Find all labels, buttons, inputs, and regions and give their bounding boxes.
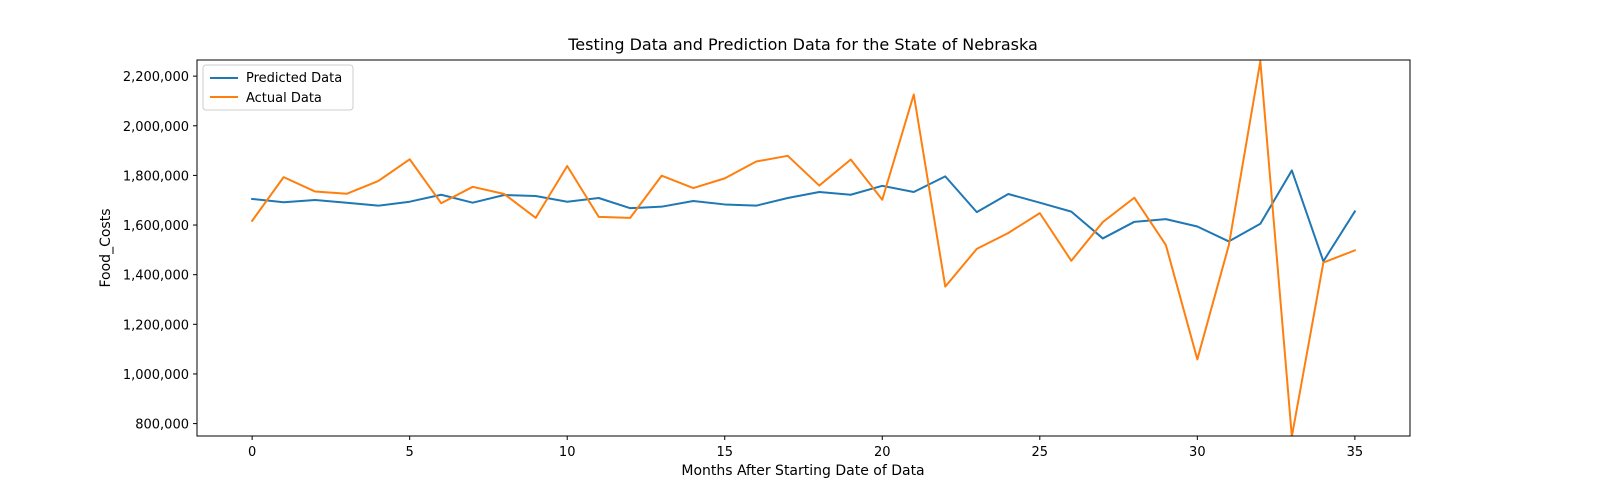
chart-title: Testing Data and Prediction Data for the… xyxy=(567,35,1038,54)
y-tick-label: 1,800,000 xyxy=(123,169,189,184)
x-tick-label: 25 xyxy=(1032,445,1049,460)
y-tick-label: 2,000,000 xyxy=(123,120,189,135)
x-tick-label: 30 xyxy=(1189,445,1206,460)
x-tick-label: 5 xyxy=(406,445,414,460)
series-line-actual xyxy=(250,60,1357,436)
x-tick-label: 35 xyxy=(1347,445,1364,460)
y-tick-label: 1,200,000 xyxy=(123,318,189,333)
x-axis: 0 5 10 15 20 25 30 35 xyxy=(248,436,1363,460)
y-tick-label: 1,600,000 xyxy=(123,219,189,234)
x-tick-label: 20 xyxy=(874,445,891,460)
plot-frame xyxy=(196,59,1411,437)
y-axis: 800,000 1,000,000 1,200,000 1,400,000 1,600,… xyxy=(123,70,197,433)
series-line-predicted xyxy=(251,169,1357,263)
legend: Predicted Data Actual Data xyxy=(202,64,354,111)
y-tick-label: 1,000,000 xyxy=(123,368,189,383)
y-tick-label: 2,200,000 xyxy=(123,70,189,85)
y-tick-label: 800,000 xyxy=(135,418,189,433)
x-tick-label: 15 xyxy=(716,445,733,460)
legend-label-actual: Actual Data xyxy=(246,91,322,106)
legend-label-predicted: Predicted Data xyxy=(246,71,342,86)
legend-box xyxy=(202,64,354,111)
x-tick-label: 10 xyxy=(559,445,576,460)
x-tick-label: 0 xyxy=(248,445,256,460)
y-axis-title: Food_Costs xyxy=(98,209,114,288)
plot-content xyxy=(250,60,1357,436)
x-axis-title: Months After Starting Date of Data xyxy=(681,463,924,479)
y-tick-label: 1,400,000 xyxy=(123,269,189,284)
